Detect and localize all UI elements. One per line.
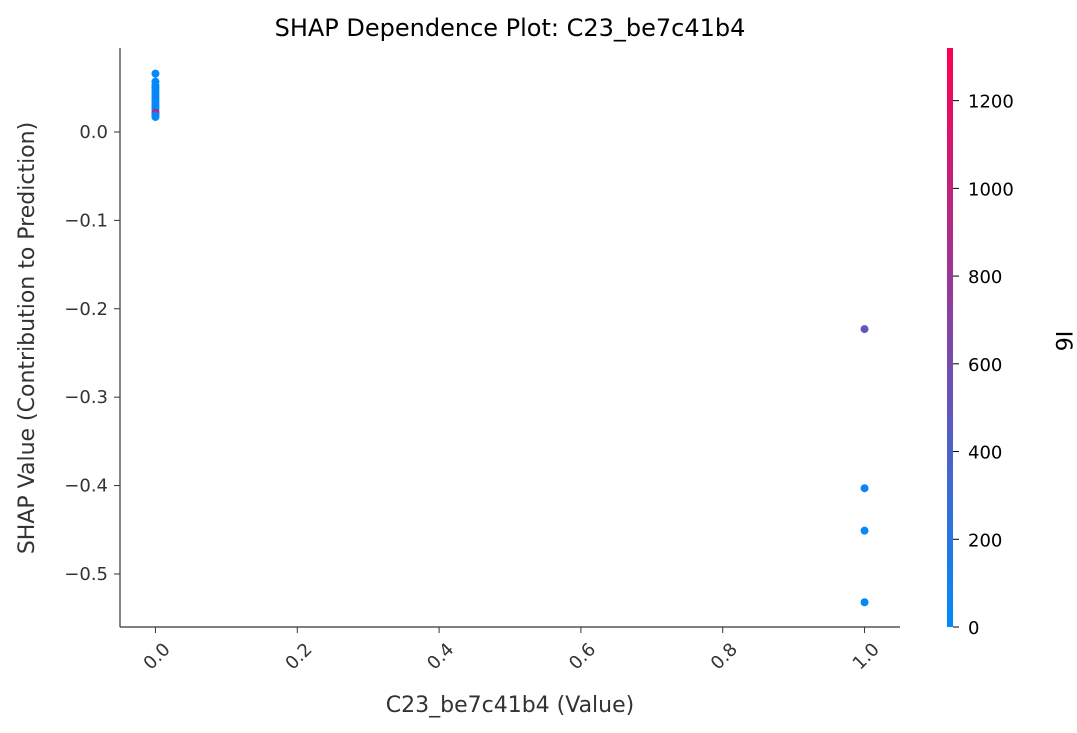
colorbar-tick-label: 600 — [968, 355, 1002, 376]
scatter-point — [151, 69, 160, 78]
colorbar-label: I6 — [1050, 331, 1075, 352]
colorbar: 0 200 400 600 800 1000 1200 — [947, 48, 1014, 639]
colorbar-tick-label: 1000 — [968, 179, 1014, 200]
scatter-point — [860, 598, 869, 607]
y-tick-label: −0.5 — [64, 564, 108, 585]
x-axis-label: C23_be7c41b4 (Value) — [386, 693, 634, 718]
scatter-point — [151, 112, 160, 121]
scatter-point — [860, 484, 869, 493]
y-axis: 0.0 −0.1 −0.2 −0.3 −0.4 −0.5 — [64, 122, 120, 585]
colorbar-tick-label: 200 — [968, 530, 1002, 551]
chart-title: SHAP Dependence Plot: C23_be7c41b4 — [275, 14, 746, 42]
colorbar-tick-label: 0 — [968, 618, 979, 639]
colorbar-tick-label: 400 — [968, 443, 1002, 464]
x-tick-label: 0.2 — [281, 639, 316, 674]
y-tick-label: −0.1 — [64, 210, 108, 231]
y-axis-label: SHAP Value (Contribution to Prediction) — [15, 122, 40, 554]
x-tick-label: 1.0 — [849, 639, 884, 674]
x-tick-label: 0.8 — [707, 639, 742, 674]
x-tick-label: 0.6 — [565, 639, 600, 674]
colorbar-tick-label: 1200 — [968, 92, 1014, 113]
x-tick-label: 0.4 — [423, 639, 458, 674]
y-tick-label: −0.3 — [64, 387, 108, 408]
plot-area — [119, 48, 900, 628]
scatter-point — [860, 526, 869, 535]
colorbar-tick-label: 800 — [968, 267, 1002, 288]
y-tick-label: 0.0 — [79, 122, 108, 143]
x-axis: 0.0 0.2 0.4 0.6 0.8 1.0 — [140, 627, 884, 674]
x-tick-label: 0.0 — [140, 639, 175, 674]
colorbar-gradient — [947, 48, 953, 627]
y-tick-label: −0.4 — [64, 476, 108, 497]
scatter-point — [860, 325, 869, 334]
y-tick-label: −0.2 — [64, 299, 108, 320]
